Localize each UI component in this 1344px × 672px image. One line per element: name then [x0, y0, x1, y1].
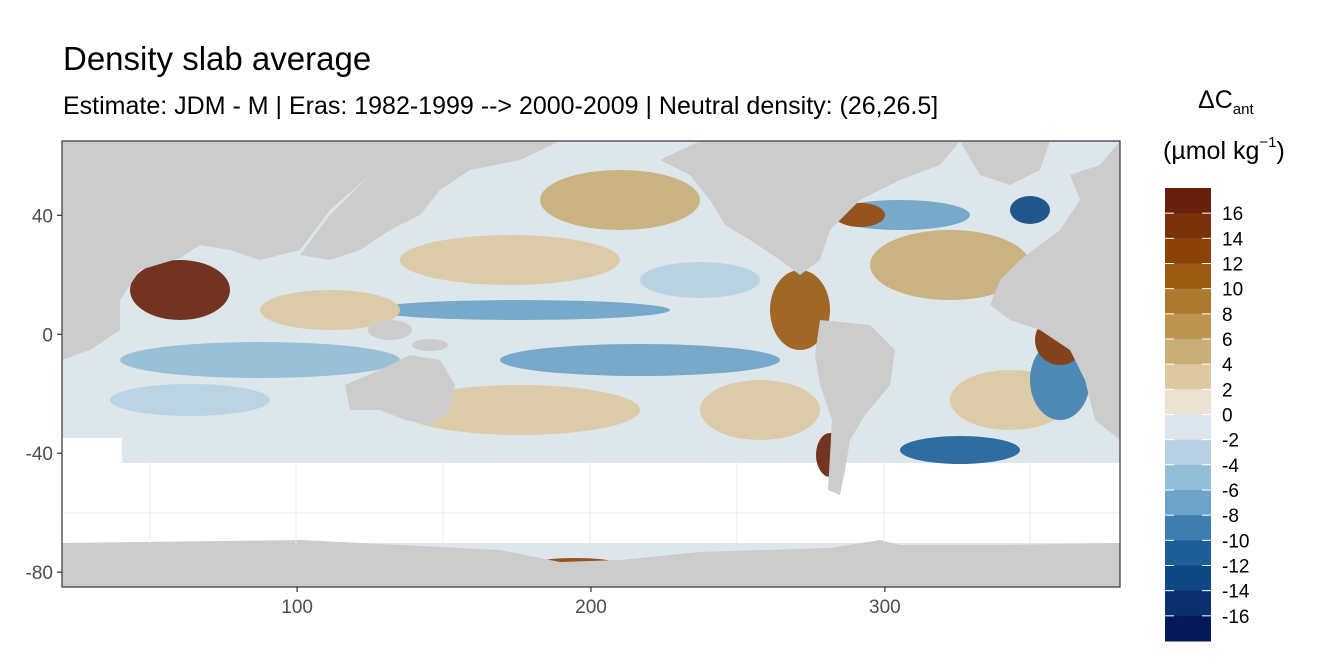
- anomaly-patch: [400, 385, 640, 435]
- colorbar-label: 14: [1222, 229, 1244, 250]
- x-tick-label: 300: [869, 597, 901, 618]
- land-eurasia: [62, 141, 420, 360]
- colorbar-label: -14: [1222, 582, 1250, 603]
- colorbar-swatch: [1165, 590, 1211, 617]
- anomaly-patch: [870, 230, 1030, 300]
- colorbar-label: -8: [1222, 506, 1239, 527]
- colorbar-swatch: [1165, 288, 1211, 315]
- anomaly-patch: [540, 170, 700, 230]
- anomaly-patch: [370, 300, 670, 320]
- legend-unit-sup: −1: [1259, 134, 1277, 151]
- grid-lines: [62, 463, 1120, 543]
- colorbar-swatch: [1165, 490, 1211, 516]
- colorbar-label: 4: [1222, 355, 1233, 376]
- land-south-america: [815, 320, 895, 495]
- colorbar: 16 14 12 10 8 6 4 2 0 -2 -4 -6 -8 -10 -12 -14 -16: [1165, 188, 1250, 642]
- chart-subtitle: Estimate: JDM - M | Eras: 1982-1999 --> …: [63, 92, 939, 120]
- colorbar-swatch: [1165, 238, 1211, 264]
- colorbar-swatch: [1165, 188, 1211, 214]
- anomaly-patch: [900, 436, 1020, 464]
- land-island: [412, 339, 448, 351]
- anomaly-patch: [770, 270, 830, 350]
- y-tick-label: -80: [26, 563, 53, 584]
- legend-symbol-sub: ant: [1232, 101, 1254, 118]
- legend-title-symbol: ΔCant: [1198, 86, 1254, 118]
- colorbar-swatch: [1165, 540, 1211, 566]
- colorbar-label: -4: [1222, 456, 1239, 477]
- legend-unit-main: (µmol kg: [1163, 137, 1260, 165]
- x-tick-label: 200: [575, 597, 607, 618]
- colorbar-label: 12: [1222, 255, 1243, 276]
- colorbar-swatch: [1165, 414, 1211, 441]
- colorbar-label: -2: [1222, 431, 1239, 452]
- land-island: [368, 320, 412, 340]
- colorbar-swatch: [1165, 263, 1211, 290]
- colorbar-label: -16: [1222, 607, 1249, 628]
- colorbar-swatch: [1165, 464, 1211, 491]
- colorbar-swatch: [1165, 565, 1211, 592]
- colorbar-swatch: [1165, 364, 1211, 390]
- colorbar-label: -12: [1222, 557, 1249, 578]
- anomaly-patch: [400, 235, 620, 285]
- anomaly-field: [110, 170, 1090, 568]
- anomaly-patch: [640, 262, 760, 298]
- colorbar-label: -10: [1222, 531, 1249, 552]
- y-tick-label: 40: [32, 206, 53, 227]
- colorbar-label: 10: [1222, 280, 1243, 301]
- colorbar-swatch: [1165, 439, 1211, 466]
- land-africa-europe: [990, 141, 1120, 440]
- colorbar-label: -6: [1222, 481, 1239, 502]
- chart-title: Density slab average: [63, 40, 372, 77]
- land-greenland: [960, 141, 1050, 185]
- colorbar-swatch: [1165, 213, 1211, 239]
- anomaly-patch: [700, 380, 820, 440]
- colorbar-swatch: [1165, 515, 1211, 541]
- colorbar-swatch: [1165, 615, 1211, 642]
- land-east-asia: [300, 141, 560, 260]
- land-antarctica: [62, 540, 1120, 587]
- colorbar-label: 6: [1222, 330, 1233, 351]
- colorbar-swatch: [1165, 313, 1211, 340]
- colorbar-label: 0: [1222, 406, 1233, 427]
- y-tick-label: 0: [42, 325, 53, 346]
- anomaly-patch: [1010, 196, 1050, 224]
- land-australia: [345, 355, 455, 425]
- anomaly-patch: [130, 260, 230, 320]
- x-tick-label: 100: [281, 597, 313, 618]
- anomaly-patch: [500, 344, 780, 376]
- colorbar-label: 2: [1222, 380, 1233, 401]
- land-north-america: [660, 141, 960, 275]
- legend-unit-close: ): [1276, 137, 1285, 165]
- y-tick-label: -40: [26, 444, 53, 465]
- no-data-patch: [62, 438, 122, 468]
- land-layer: [62, 141, 1120, 587]
- colorbar-label: 8: [1222, 305, 1233, 326]
- no-data-band: [62, 463, 1120, 543]
- colorbar-swatch: [1165, 389, 1211, 415]
- anomaly-patch: [120, 342, 400, 378]
- colorbar-label: 16: [1222, 204, 1243, 225]
- colorbar-swatch: [1165, 339, 1211, 365]
- anomaly-patch: [260, 290, 400, 330]
- legend-symbol-main: ΔC: [1198, 86, 1233, 114]
- legend-title-unit: (µmol kg−1): [1163, 134, 1285, 166]
- map-panel: [62, 141, 1120, 587]
- anomaly-patch: [110, 384, 270, 416]
